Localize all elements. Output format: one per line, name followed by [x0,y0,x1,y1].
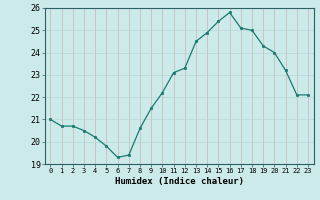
X-axis label: Humidex (Indice chaleur): Humidex (Indice chaleur) [115,177,244,186]
